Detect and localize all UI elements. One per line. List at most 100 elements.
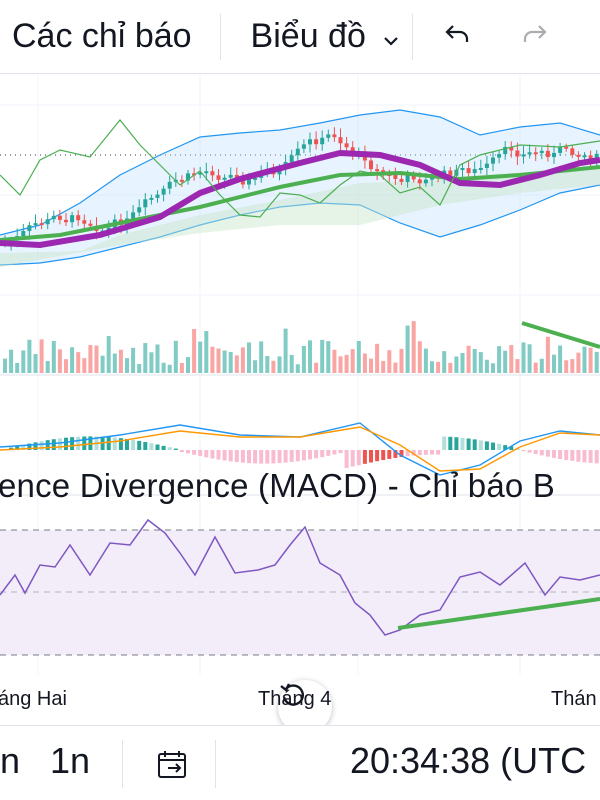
- volume-bar: [271, 360, 276, 373]
- indicators-button[interactable]: Các chỉ báo: [0, 0, 220, 74]
- volume-bar: [234, 355, 239, 373]
- macd-histogram-bar: [442, 436, 447, 450]
- chart-area[interactable]: ence Divergence (MACD) - Chỉ báo B: [0, 75, 600, 725]
- volume-bar: [533, 362, 538, 373]
- volume-bar: [155, 344, 160, 373]
- macd-histogram-bar: [289, 450, 294, 462]
- undo-button[interactable]: [413, 0, 491, 74]
- volume-bar: [198, 341, 203, 373]
- ichimoku-cloud: [0, 167, 600, 267]
- volume-bar: [149, 352, 154, 373]
- volume-bar: [137, 364, 142, 373]
- macd-histogram-bar: [594, 450, 599, 464]
- toolbar-divider: [411, 13, 413, 60]
- candle-body: [277, 169, 282, 175]
- macd-histogram-bar: [283, 450, 288, 463]
- volume-bar: [320, 339, 325, 373]
- volume-bar: [344, 354, 349, 373]
- volume-bar: [491, 363, 495, 373]
- volume-bar: [314, 362, 319, 373]
- macd-histogram-bar: [484, 441, 489, 450]
- macd-histogram-bar: [356, 450, 361, 466]
- candle-body: [344, 143, 349, 148]
- candle-body: [179, 179, 184, 182]
- macd-histogram-bar: [430, 450, 434, 455]
- macd-histogram-bar: [143, 442, 148, 450]
- moving-average-purple: [0, 149, 600, 249]
- volume-bar: [423, 348, 428, 373]
- macd-histogram-bar: [405, 450, 410, 457]
- candle-body: [375, 169, 380, 172]
- macd-histogram-bar: [82, 436, 87, 450]
- range-button-1n[interactable]: 1n: [50, 740, 91, 781]
- chart-canvas[interactable]: [0, 75, 600, 725]
- volume-bar: [21, 350, 26, 373]
- volume-bar: [570, 359, 575, 373]
- volume-bar: [247, 342, 251, 373]
- candle-body: [320, 137, 325, 145]
- clock-time[interactable]: 20:34:38 (UTC: [350, 740, 587, 781]
- volume-bar: [179, 362, 184, 373]
- candle-body: [240, 178, 245, 185]
- volume-bar: [289, 354, 294, 373]
- volume-bar: [356, 341, 361, 373]
- macd-histogram-bar: [192, 450, 197, 455]
- candle-body: [64, 219, 68, 223]
- date-range-button[interactable]: [156, 748, 190, 790]
- reset-chart-button[interactable]: [278, 680, 332, 725]
- candle-body: [314, 139, 319, 145]
- volume-bar: [131, 347, 136, 373]
- volume-bar: [301, 345, 306, 373]
- volume-bar: [521, 342, 526, 373]
- candle-body: [82, 220, 87, 224]
- volume-bar: [448, 362, 453, 373]
- chart-type-label: Biểu đồ: [250, 17, 366, 55]
- chart-type-button[interactable]: Biểu đồ: [221, 0, 412, 74]
- macd-histogram-bar: [265, 450, 270, 464]
- volume-bar: [259, 341, 264, 373]
- candle-body: [552, 152, 556, 158]
- volume-bar: [295, 364, 300, 373]
- candle-body: [558, 146, 563, 153]
- range-button[interactable]: n: [0, 740, 21, 781]
- bollinger-band-fill: [0, 110, 600, 265]
- macd-histogram-bar: [539, 450, 544, 456]
- volume-bar: [387, 350, 392, 373]
- candle-body: [497, 154, 502, 158]
- volume-bar: [527, 344, 532, 373]
- macd-histogram-bar: [247, 450, 251, 464]
- candle-body: [131, 212, 136, 219]
- macd-histogram-bar: [423, 450, 428, 455]
- candle-body: [484, 163, 489, 168]
- redo-button[interactable]: [491, 0, 549, 74]
- macd-histogram-bar: [582, 450, 587, 463]
- macd-histogram-bar: [454, 437, 459, 450]
- macd-histogram-bar: [33, 442, 38, 450]
- rsi-pane: [0, 518, 600, 636]
- volume-bar: [338, 356, 343, 373]
- candle-body: [137, 207, 142, 213]
- macd-histogram-bar: [57, 438, 62, 450]
- bottom-toolbar: n 1n 20:34:38 (UTC: [0, 725, 600, 800]
- candle-body: [411, 175, 416, 180]
- volume-bar: [64, 359, 68, 373]
- candle-body: [582, 155, 587, 158]
- candle-body: [521, 154, 526, 157]
- volume-bar: [539, 358, 544, 373]
- macd-histogram-bar: [509, 446, 514, 450]
- time-axis: áng Hai Tháng 4 Thán: [0, 676, 600, 724]
- undo-icon: [443, 22, 471, 51]
- candle-body: [88, 223, 93, 226]
- volume-bar: [283, 328, 288, 373]
- volume-bar: [94, 345, 99, 373]
- toolbar-divider: [219, 13, 221, 60]
- volume-bar: [253, 360, 258, 373]
- volume-bar: [15, 363, 20, 373]
- macd-histogram-bar: [106, 437, 111, 450]
- candle-body: [143, 199, 148, 208]
- volume-bar: [503, 350, 508, 373]
- toolbar-divider: [215, 740, 216, 788]
- volume-bar: [265, 356, 270, 373]
- candle-body: [503, 146, 508, 155]
